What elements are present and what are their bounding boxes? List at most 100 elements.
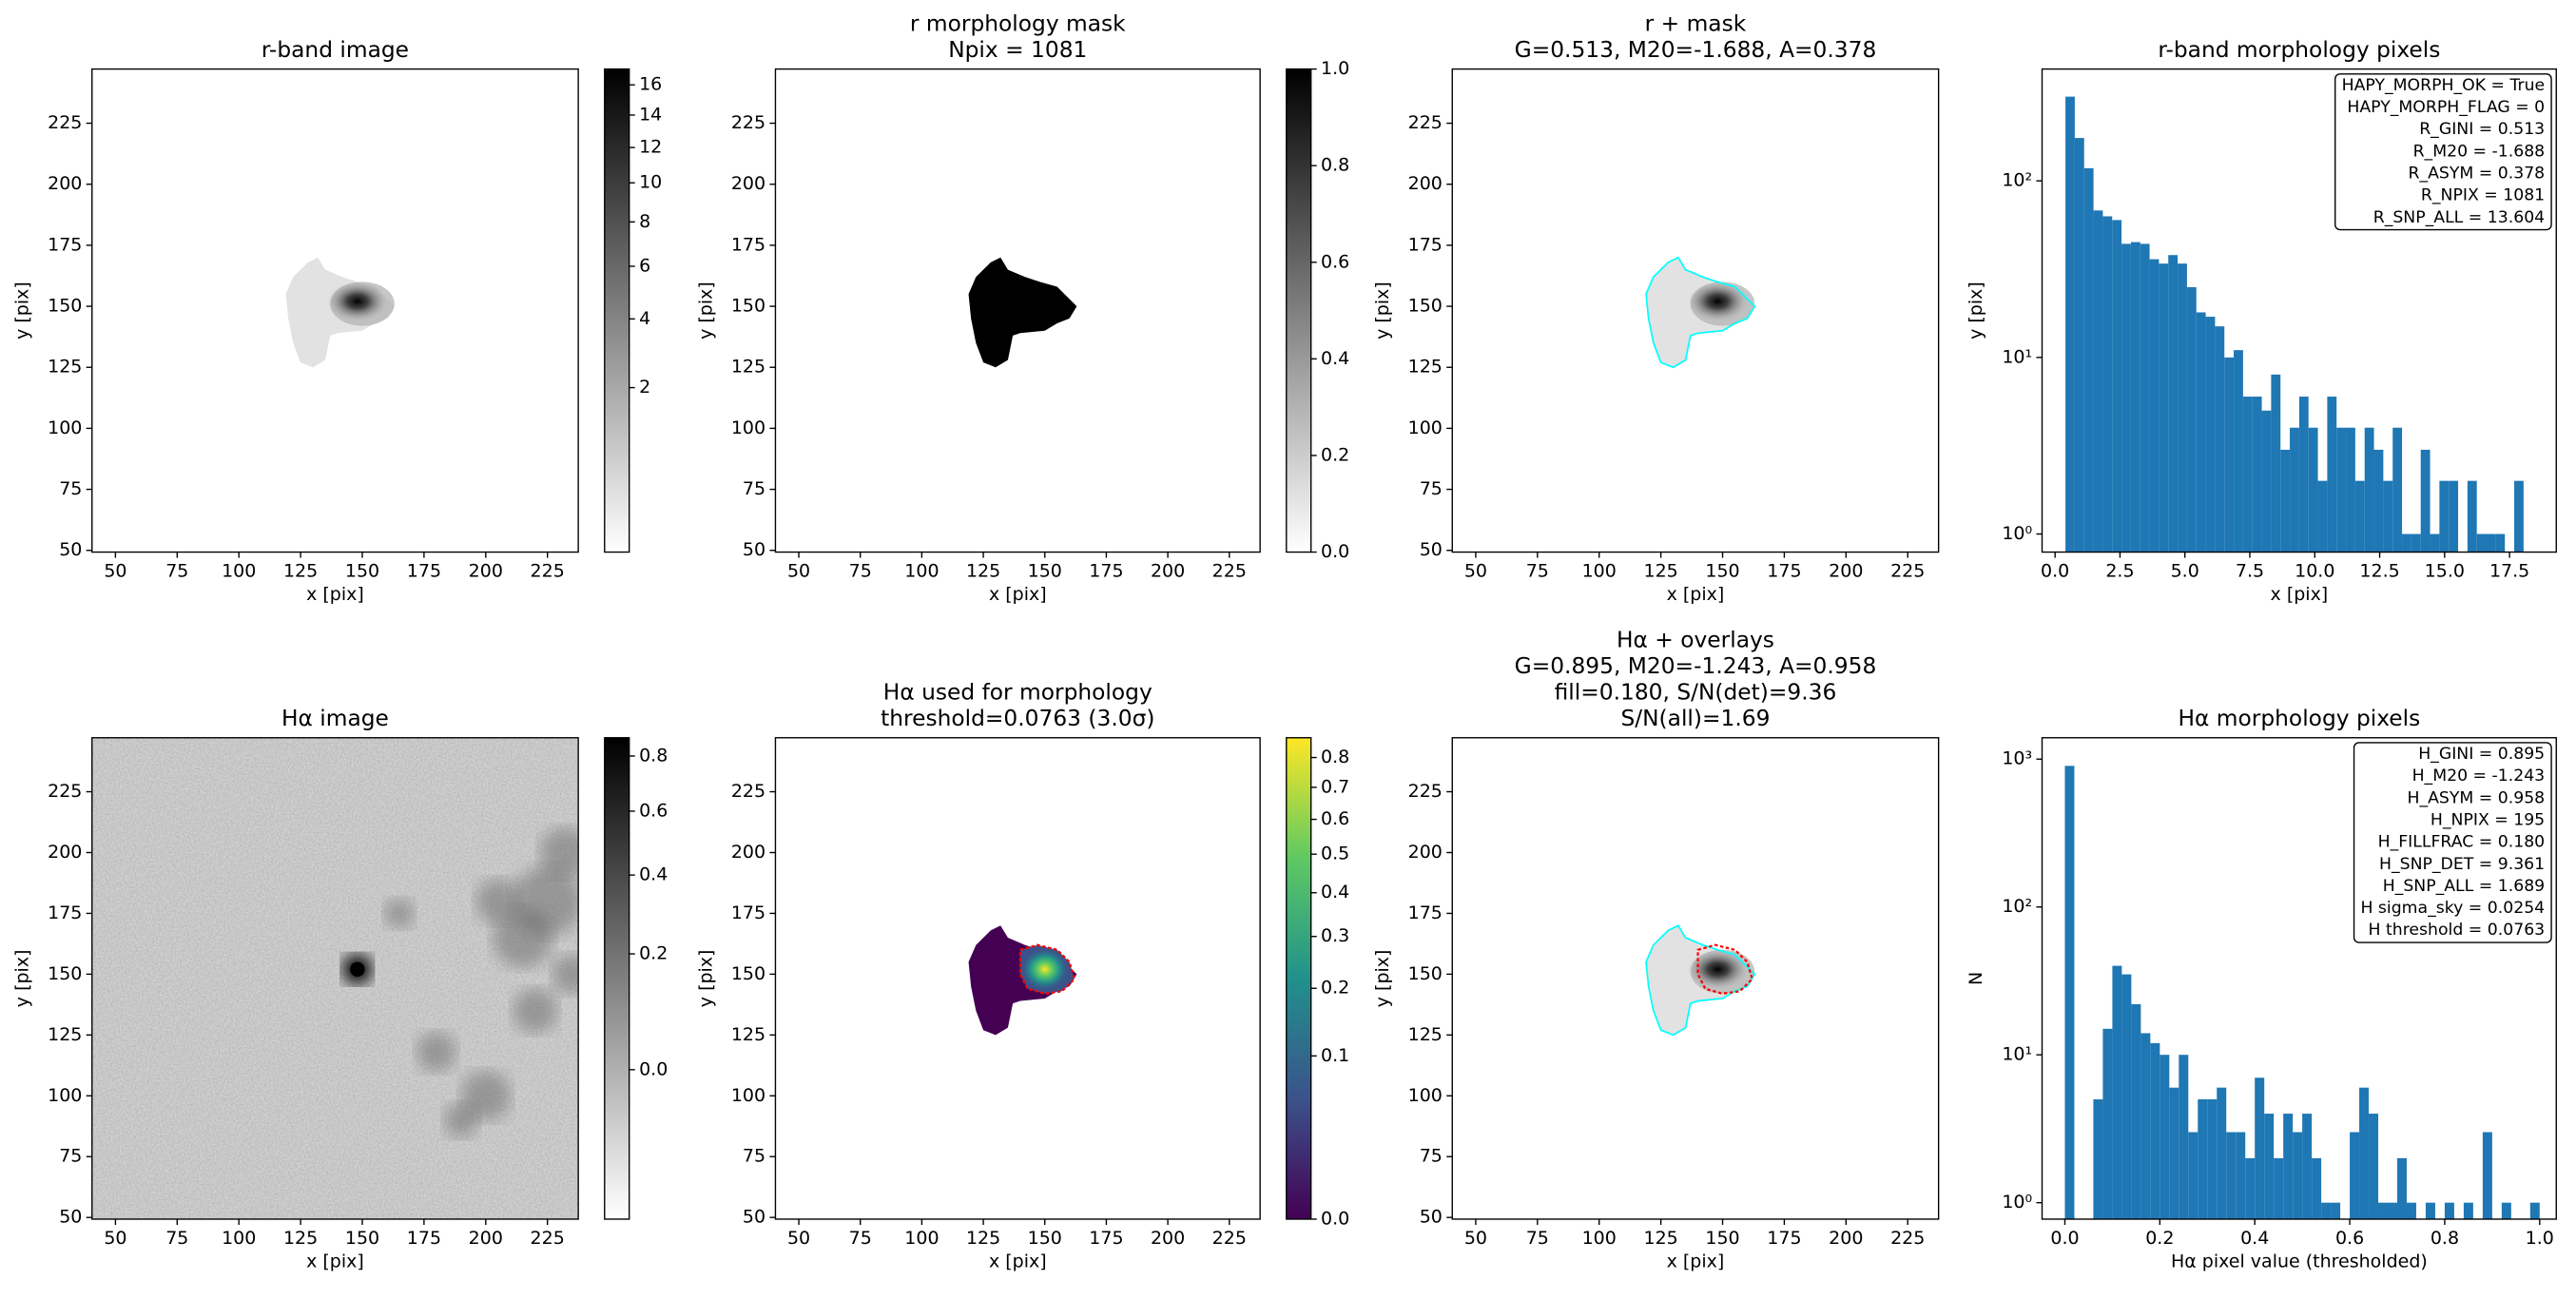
y-tick-label: 200 — [48, 842, 82, 863]
bar — [2467, 480, 2477, 553]
plot-area — [2065, 96, 2524, 553]
plot-area — [91, 737, 579, 1219]
y-tick-label: 10² — [2002, 896, 2032, 917]
y-tick-label: 50 — [743, 1207, 765, 1228]
bar — [2242, 397, 2253, 553]
annotation-line: H_NPIX = 195 — [2431, 810, 2545, 829]
colorbar-tick-label: 0.6 — [639, 800, 668, 821]
x-tick-label: 125 — [1643, 561, 1677, 582]
y-tick-label: 100 — [1408, 1085, 1443, 1106]
bar — [2179, 1055, 2189, 1219]
axes-frame — [1451, 68, 1940, 553]
colorbar-tick-label: 0.2 — [1321, 978, 1349, 999]
bar — [2336, 427, 2347, 553]
y-tick-label: 200 — [1408, 173, 1443, 194]
bar — [2331, 1202, 2341, 1219]
plot-area — [2064, 766, 2540, 1219]
y-tick-label: 150 — [1408, 296, 1443, 317]
bar — [2439, 480, 2450, 553]
axes-frame — [1451, 737, 1940, 1220]
bar — [2160, 1055, 2170, 1219]
bar — [2486, 534, 2496, 553]
x-tick-label: 75 — [1526, 1228, 1549, 1249]
y-tick-label: 10³ — [2002, 748, 2032, 769]
bar — [2369, 1114, 2379, 1219]
bar — [2196, 312, 2206, 553]
x-axis-label: x [pix] — [989, 584, 1047, 605]
x-tick-label: 75 — [1526, 561, 1549, 582]
x-tick-label: 17.5 — [2489, 561, 2529, 582]
y-tick-label: 100 — [1408, 417, 1443, 438]
colorbar-tick-label: 0.8 — [639, 746, 668, 766]
colorbar-tick-label: 6 — [639, 255, 650, 276]
colorbar-tick-label: 0.2 — [639, 943, 668, 964]
mask-outline — [1645, 924, 1756, 1037]
x-tick-label: 100 — [1582, 561, 1617, 582]
chart-title: r morphology mask — [910, 10, 1126, 36]
bar — [2364, 427, 2374, 553]
x-tick-label: 50 — [104, 1228, 126, 1249]
y-tick-label: 100 — [731, 1085, 765, 1106]
plot-area — [968, 925, 1077, 1036]
bar — [2188, 1132, 2198, 1219]
emission-patch — [475, 879, 521, 924]
y-tick-label: 175 — [1408, 902, 1443, 923]
chart-title: Npix = 1081 — [948, 37, 1087, 63]
colorbar — [604, 737, 630, 1220]
bar — [2093, 210, 2103, 553]
bar — [2402, 534, 2411, 553]
bar — [2205, 317, 2216, 553]
y-axis-label: y [pix] — [1966, 281, 1986, 340]
bar — [2388, 1202, 2397, 1219]
y-tick-label: 150 — [731, 963, 765, 984]
y-tick-label: 175 — [48, 902, 82, 923]
colorbar — [1286, 68, 1312, 553]
colorbar-tick-label: 0.0 — [1321, 1208, 1349, 1229]
chart-title: r-band image — [261, 37, 409, 63]
bar — [2321, 1202, 2332, 1219]
bar — [2064, 766, 2075, 1219]
chart-title: Hα image — [281, 706, 389, 731]
bar — [2140, 243, 2150, 553]
bar — [2150, 1042, 2160, 1219]
bar — [2327, 397, 2337, 553]
annotation-line: H_SNP_ALL = 1.689 — [2383, 877, 2545, 896]
x-tick-label: 225 — [1890, 561, 1925, 582]
x-tick-label: 200 — [469, 1228, 503, 1249]
bar — [2252, 397, 2262, 553]
emission-core-center — [350, 961, 365, 978]
bar — [2312, 1157, 2322, 1219]
x-axis-label: Hα pixel value (thresholded) — [2171, 1251, 2428, 1271]
annotation: H_GINI = 0.895 H_M20 = -1.243 H_ASYM = 0.9… — [2353, 742, 2552, 943]
x-tick-label: 0.0 — [2050, 1228, 2079, 1249]
annotation-box — [2353, 742, 2552, 943]
y-axis-label: y [pix] — [12, 950, 33, 1008]
y-tick-label: 175 — [731, 234, 765, 255]
bar — [2186, 286, 2197, 553]
bar — [2169, 1087, 2179, 1219]
bar — [2159, 263, 2169, 553]
x-tick-label: 150 — [1705, 561, 1739, 582]
colorbar-tick-label: 1.0 — [1321, 58, 1349, 79]
bar — [2121, 243, 2131, 553]
x-tick-label: 125 — [966, 561, 1000, 582]
bar — [2168, 255, 2179, 553]
bar — [2463, 1202, 2473, 1219]
y-axis-label: y [pix] — [695, 950, 716, 1008]
x-tick-label: 100 — [904, 561, 939, 582]
emission-patch — [539, 827, 579, 878]
y-tick-label: 175 — [731, 902, 765, 923]
bar — [2280, 449, 2291, 553]
bar — [2217, 1087, 2227, 1219]
annotation-line: H_GINI = 0.895 — [2418, 745, 2545, 764]
x-tick-label: 100 — [904, 1228, 939, 1249]
bar — [2236, 1132, 2246, 1219]
y-tick-label: 125 — [731, 1024, 765, 1045]
y-tick-label: 225 — [48, 112, 82, 133]
colorbar-tick-label: 10 — [639, 172, 662, 193]
x-tick-label: 0.8 — [2431, 1228, 2459, 1249]
chart-title: G=0.895, M20=-1.243, A=0.958 — [1515, 653, 1877, 679]
chart-title: Hα + overlays — [1617, 627, 1774, 652]
colorbar-tick-label: 2 — [639, 377, 650, 398]
bar — [2529, 1202, 2540, 1219]
